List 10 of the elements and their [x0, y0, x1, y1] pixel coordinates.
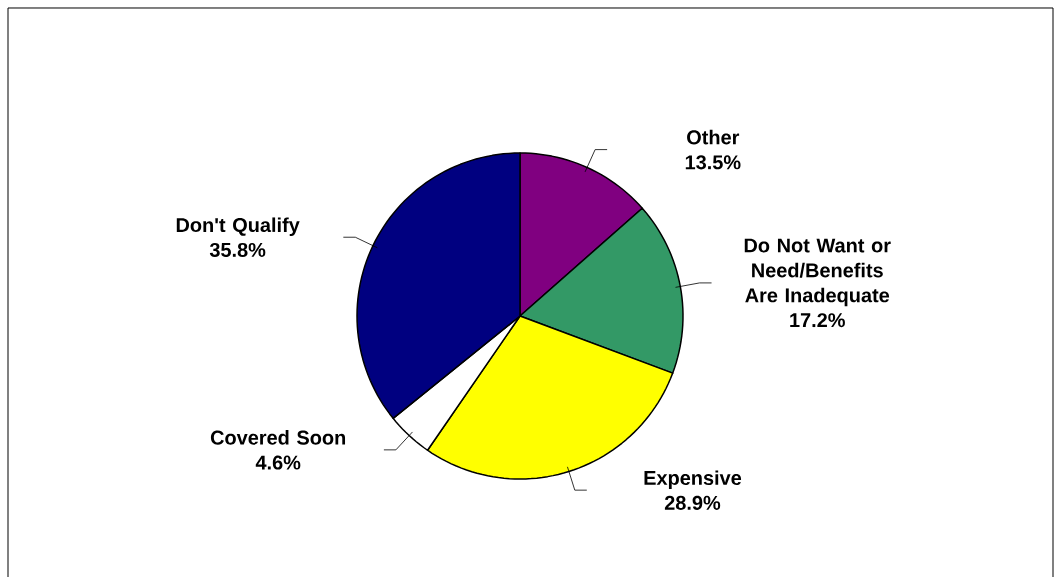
data-label: 4.6%	[255, 455, 301, 470]
data-label: 17.2%	[790, 313, 845, 328]
slice-label: Expensive	[644, 470, 742, 489]
data-label: 28.9%	[664, 495, 721, 510]
slice-label: Covered Soon	[210, 430, 346, 445]
slice-label: Don't Qualify	[176, 217, 300, 237]
data-label: 13.5%	[685, 155, 741, 170]
slice-label: Other	[687, 129, 740, 145]
data-label: 35.8%	[209, 242, 266, 258]
legend-label: Do Not Want or Need/Benefits Are Inadequate	[744, 238, 891, 307]
